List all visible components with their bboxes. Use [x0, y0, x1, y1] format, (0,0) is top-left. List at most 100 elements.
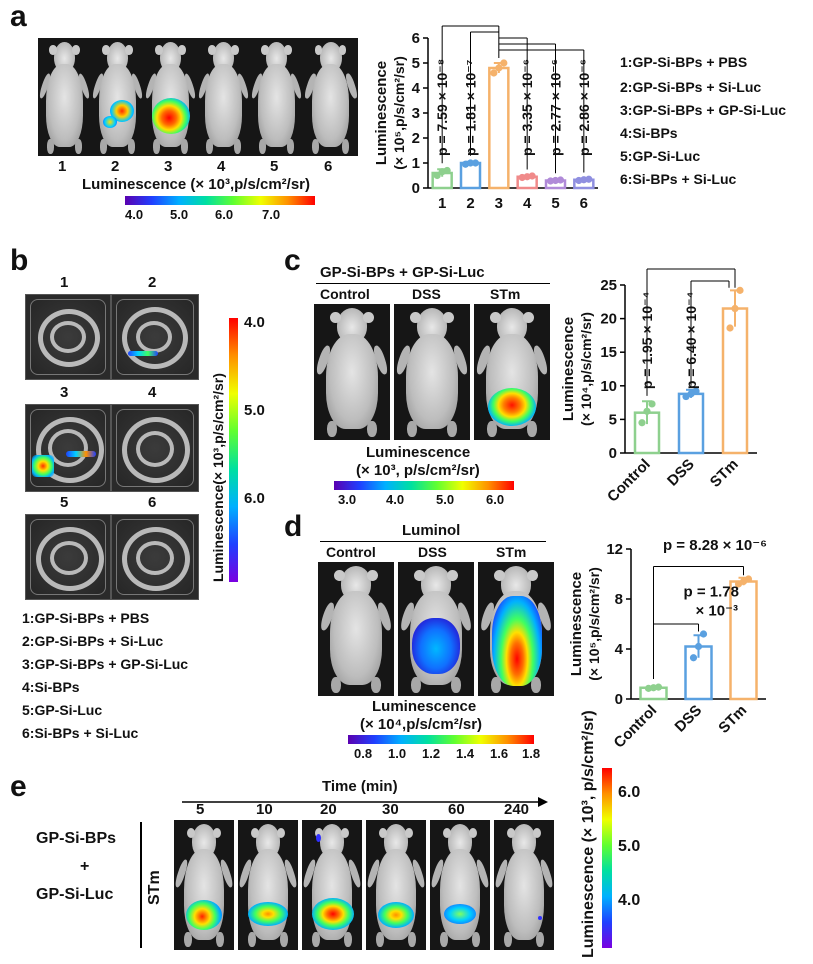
legend-item: 4:Si-BPs	[620, 125, 678, 141]
colorbar-c	[334, 481, 514, 490]
legend-item: 1:GP-Si-BPs + PBS	[620, 54, 748, 70]
group-label: DSS	[418, 544, 447, 560]
panel-d-title-underline	[320, 541, 546, 542]
data-point	[694, 642, 703, 651]
legend-item: 4:Si-BPs	[22, 679, 80, 695]
y-tick-label: 1	[412, 155, 420, 172]
group-label: DSS	[412, 286, 441, 302]
colorbar-d	[348, 735, 534, 744]
data-point	[500, 59, 508, 67]
luminescence-signal	[128, 351, 158, 356]
time-label: 60	[448, 801, 465, 818]
x-tick-label: Control	[611, 702, 661, 752]
colorbar-title-d: Luminescence	[372, 698, 477, 715]
panel-c-title: GP-Si-BPs + GP-Si-Luc	[320, 264, 485, 281]
colorbar-title-e: Luminescence (× 10³, p/s/cm²/sr)	[580, 710, 597, 958]
x-tick-label: STm	[707, 456, 742, 491]
colon-image	[25, 404, 111, 492]
legend-item: 2:GP-Si-BPs + Si-Luc	[22, 633, 164, 649]
colorbar-tick: 0.8	[354, 746, 373, 761]
luminescence-signal	[378, 902, 414, 928]
y-tick-label: 3	[412, 105, 420, 122]
legend-item: 5:GP-Si-Luc	[22, 702, 103, 718]
data-point	[744, 575, 753, 583]
data-point	[443, 166, 451, 175]
legend-item: 6:Si-BPs + Si-Luc	[22, 725, 139, 741]
p-value: p = 3.35 × 10⁻⁶	[519, 59, 535, 156]
bar	[488, 66, 510, 190]
colorbar-title-a: Luminescence (× 10³,p/s/cm²/sr)	[82, 176, 311, 193]
mouse-image	[366, 820, 426, 950]
panel-label-b: b	[10, 244, 29, 277]
dish-number: 2	[148, 274, 157, 291]
side-label-stm: STm	[146, 870, 163, 905]
p-value: p = 1.95 × 10⁻⁴	[639, 291, 655, 389]
dish-number: 3	[60, 384, 69, 401]
row-bracket	[140, 822, 142, 948]
mouse-image	[238, 820, 298, 950]
colon-image	[111, 404, 199, 492]
colorbar-tick: 6.0	[618, 784, 641, 801]
data-point	[736, 286, 744, 294]
time-label: 30	[382, 801, 399, 818]
colorbar-tick: 6.0	[486, 492, 505, 507]
luminescence-signal	[110, 100, 134, 122]
p-value: p = 1.78	[684, 584, 739, 601]
panel-label-a: a	[10, 0, 27, 33]
mouse-number: 6	[324, 158, 333, 175]
luminescence-signal	[492, 596, 542, 686]
row-label-line: GP-Si-Luc	[36, 886, 114, 903]
colorbar-a	[125, 196, 315, 205]
x-tick-label: 4	[523, 195, 532, 212]
x-tick-label: 3	[495, 195, 503, 212]
mouse-number: 1	[58, 158, 67, 175]
p-value: p = 6.40 × 10⁻⁴	[683, 291, 699, 389]
mouse-number: 3	[164, 158, 173, 175]
y-tick-label: 8	[615, 591, 623, 608]
colon-image	[111, 294, 199, 380]
p-value: p = 1.81 × 10⁻⁷	[463, 59, 479, 156]
bar	[721, 307, 749, 455]
panel-d-title: Luminol	[402, 522, 461, 539]
data-point	[433, 171, 441, 180]
colon-image	[111, 514, 199, 600]
colorbar-e	[602, 768, 612, 948]
p-value: p = 8.28 × 10⁻⁶	[663, 537, 767, 554]
y-tick-label: 20	[600, 311, 617, 328]
x-tick-label: 5	[551, 195, 559, 212]
y-axis-label: Luminescence	[568, 572, 585, 676]
x-tick-label: Control	[604, 456, 654, 506]
colorbar-tick: 5.0	[244, 402, 265, 419]
group-label: STm	[490, 286, 521, 302]
x-tick-label: STm	[715, 702, 750, 737]
colorbar-tick: 1.2	[422, 746, 441, 761]
y-axis-label-units: (× 10⁵,p/s/cm²/sr)	[391, 56, 407, 170]
colorbar-tick: 1.6	[490, 746, 509, 761]
colon-image	[25, 514, 111, 600]
data-point	[466, 159, 475, 167]
luminescence-signal	[66, 451, 96, 457]
colorbar-tick: 1.4	[456, 746, 475, 761]
panel-label-c: c	[284, 244, 301, 277]
colorbar-tick: 6.0	[215, 207, 234, 222]
colorbar-tick: 4.0	[125, 207, 144, 222]
colorbar-tick: 1.8	[522, 746, 541, 761]
bar	[677, 392, 705, 455]
colorbar-title-b: Luminescence(× 10³,p/s/cm²/sr)	[210, 373, 226, 582]
panel-a-mouse-strip	[38, 38, 358, 156]
colorbar-tick: 5.0	[436, 492, 455, 507]
colorbar-title-c: Luminescence	[366, 444, 471, 461]
luminescence-signal	[412, 618, 460, 674]
data-point	[638, 419, 646, 427]
x-tick-label: 1	[438, 195, 446, 212]
p-value: p = 2.77 × 10⁻⁶	[548, 59, 564, 156]
y-axis-label-units: (× 10⁵,p/s/cm²/sr)	[586, 567, 602, 681]
y-tick-label: 6	[412, 30, 420, 47]
luminescence-signal	[248, 902, 288, 926]
mouse-image	[38, 38, 91, 156]
x-tick-label: DSS	[671, 702, 705, 736]
colorbar-tick: 3.0	[338, 492, 357, 507]
data-point	[726, 324, 734, 332]
luminescence-signal	[32, 455, 54, 477]
group-label: Control	[326, 544, 376, 560]
